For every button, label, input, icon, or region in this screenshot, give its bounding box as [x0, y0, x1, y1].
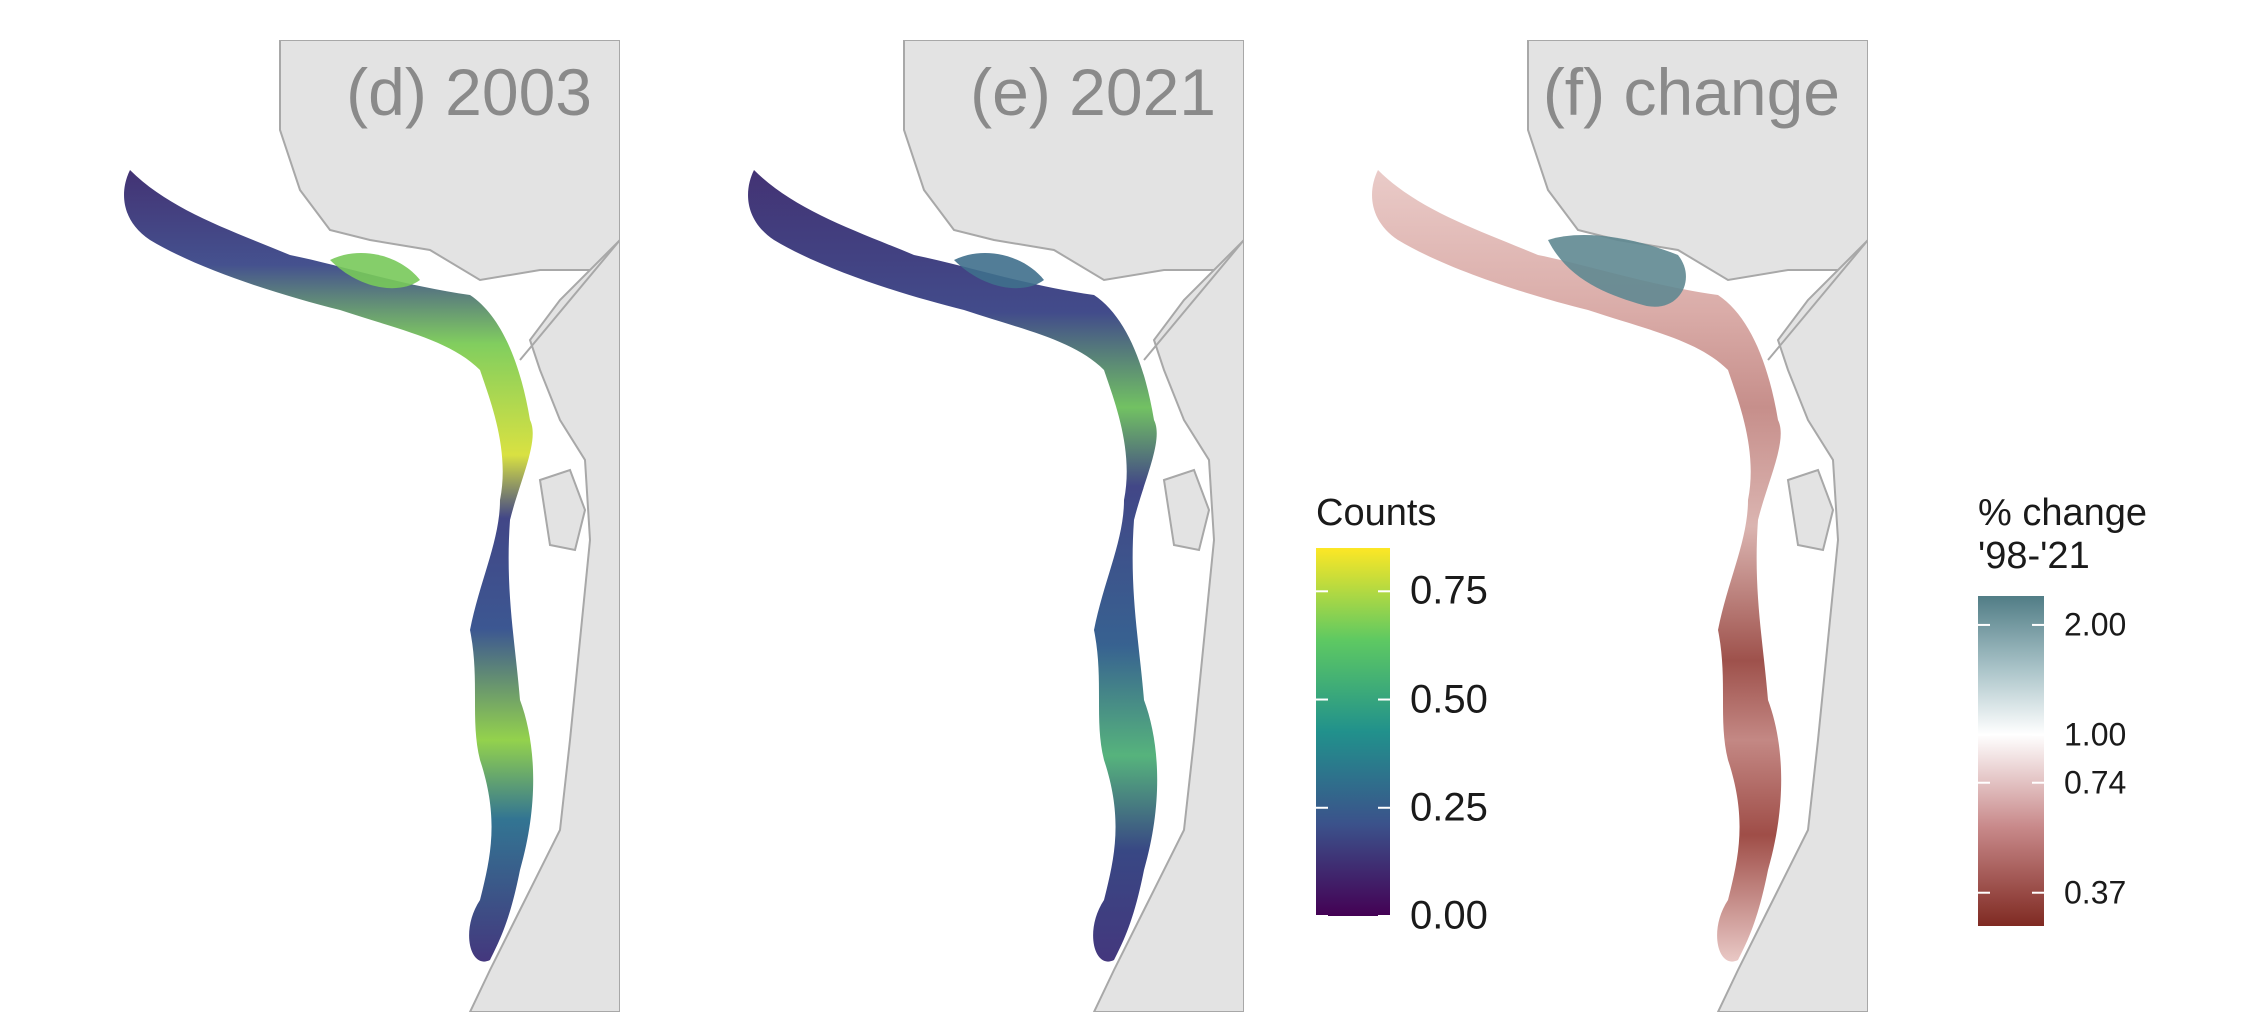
islands: [538, 468, 587, 552]
counts-legend-title: Counts: [1316, 492, 1437, 534]
counts-colorbar: [1316, 548, 1390, 916]
counts-tick-label: 0.00: [1410, 893, 1488, 938]
islands: [1162, 468, 1211, 552]
land-north: [1527, 40, 1868, 282]
land-areas: [903, 40, 1244, 1012]
map-panel-change: (f) change: [1248, 40, 1868, 1012]
change-legend-title: % change '98-'21: [1978, 492, 2147, 577]
map-change: [1372, 40, 1868, 1012]
panel-title-change: (f) change: [1542, 55, 1840, 129]
counts-tick-label: 0.50: [1410, 677, 1488, 722]
land-mainland: [468, 238, 620, 1012]
panel-title-2003: (d) 2003: [346, 55, 592, 129]
change-legend-title-line2: '98-'21: [1978, 534, 2090, 577]
land-areas: [1527, 40, 1868, 1012]
change-region: [1372, 170, 1782, 962]
land-mainland: [1716, 238, 1868, 1012]
fish-density-region-2021: [748, 170, 1158, 962]
change-colorbar: [1978, 596, 2044, 926]
counts-tick-label: 0.75: [1410, 568, 1488, 613]
map-2021: [748, 40, 1244, 1012]
change-tick-label: 1.00: [2064, 716, 2127, 753]
border-line: [1767, 239, 1868, 361]
map-2003: [124, 40, 620, 1012]
panel-title-2021: (e) 2021: [970, 55, 1216, 129]
fish-density-region-2003: [124, 170, 534, 962]
inland-sea-2003: [330, 252, 420, 289]
counts-tick-label: 0.25: [1410, 785, 1488, 830]
land-areas: [279, 40, 620, 1012]
islands: [1786, 468, 1835, 552]
change-tick-label: 0.37: [2064, 874, 2127, 911]
change-tick-label: 0.74: [2064, 764, 2127, 801]
border-line: [1143, 239, 1244, 361]
inland-sea-2021: [954, 252, 1044, 289]
map-panel-2021: (e) 2021: [624, 40, 1244, 1012]
change-tick-label: 2.00: [2064, 606, 2127, 643]
land-north: [279, 40, 620, 282]
land-mainland: [1092, 238, 1244, 1012]
map-panel-2003: (d) 2003: [0, 40, 620, 1012]
change-legend-title-line1: % change: [1978, 492, 2148, 534]
land-north: [903, 40, 1244, 282]
increase-region: [1548, 235, 1686, 307]
border-line: [519, 239, 620, 361]
